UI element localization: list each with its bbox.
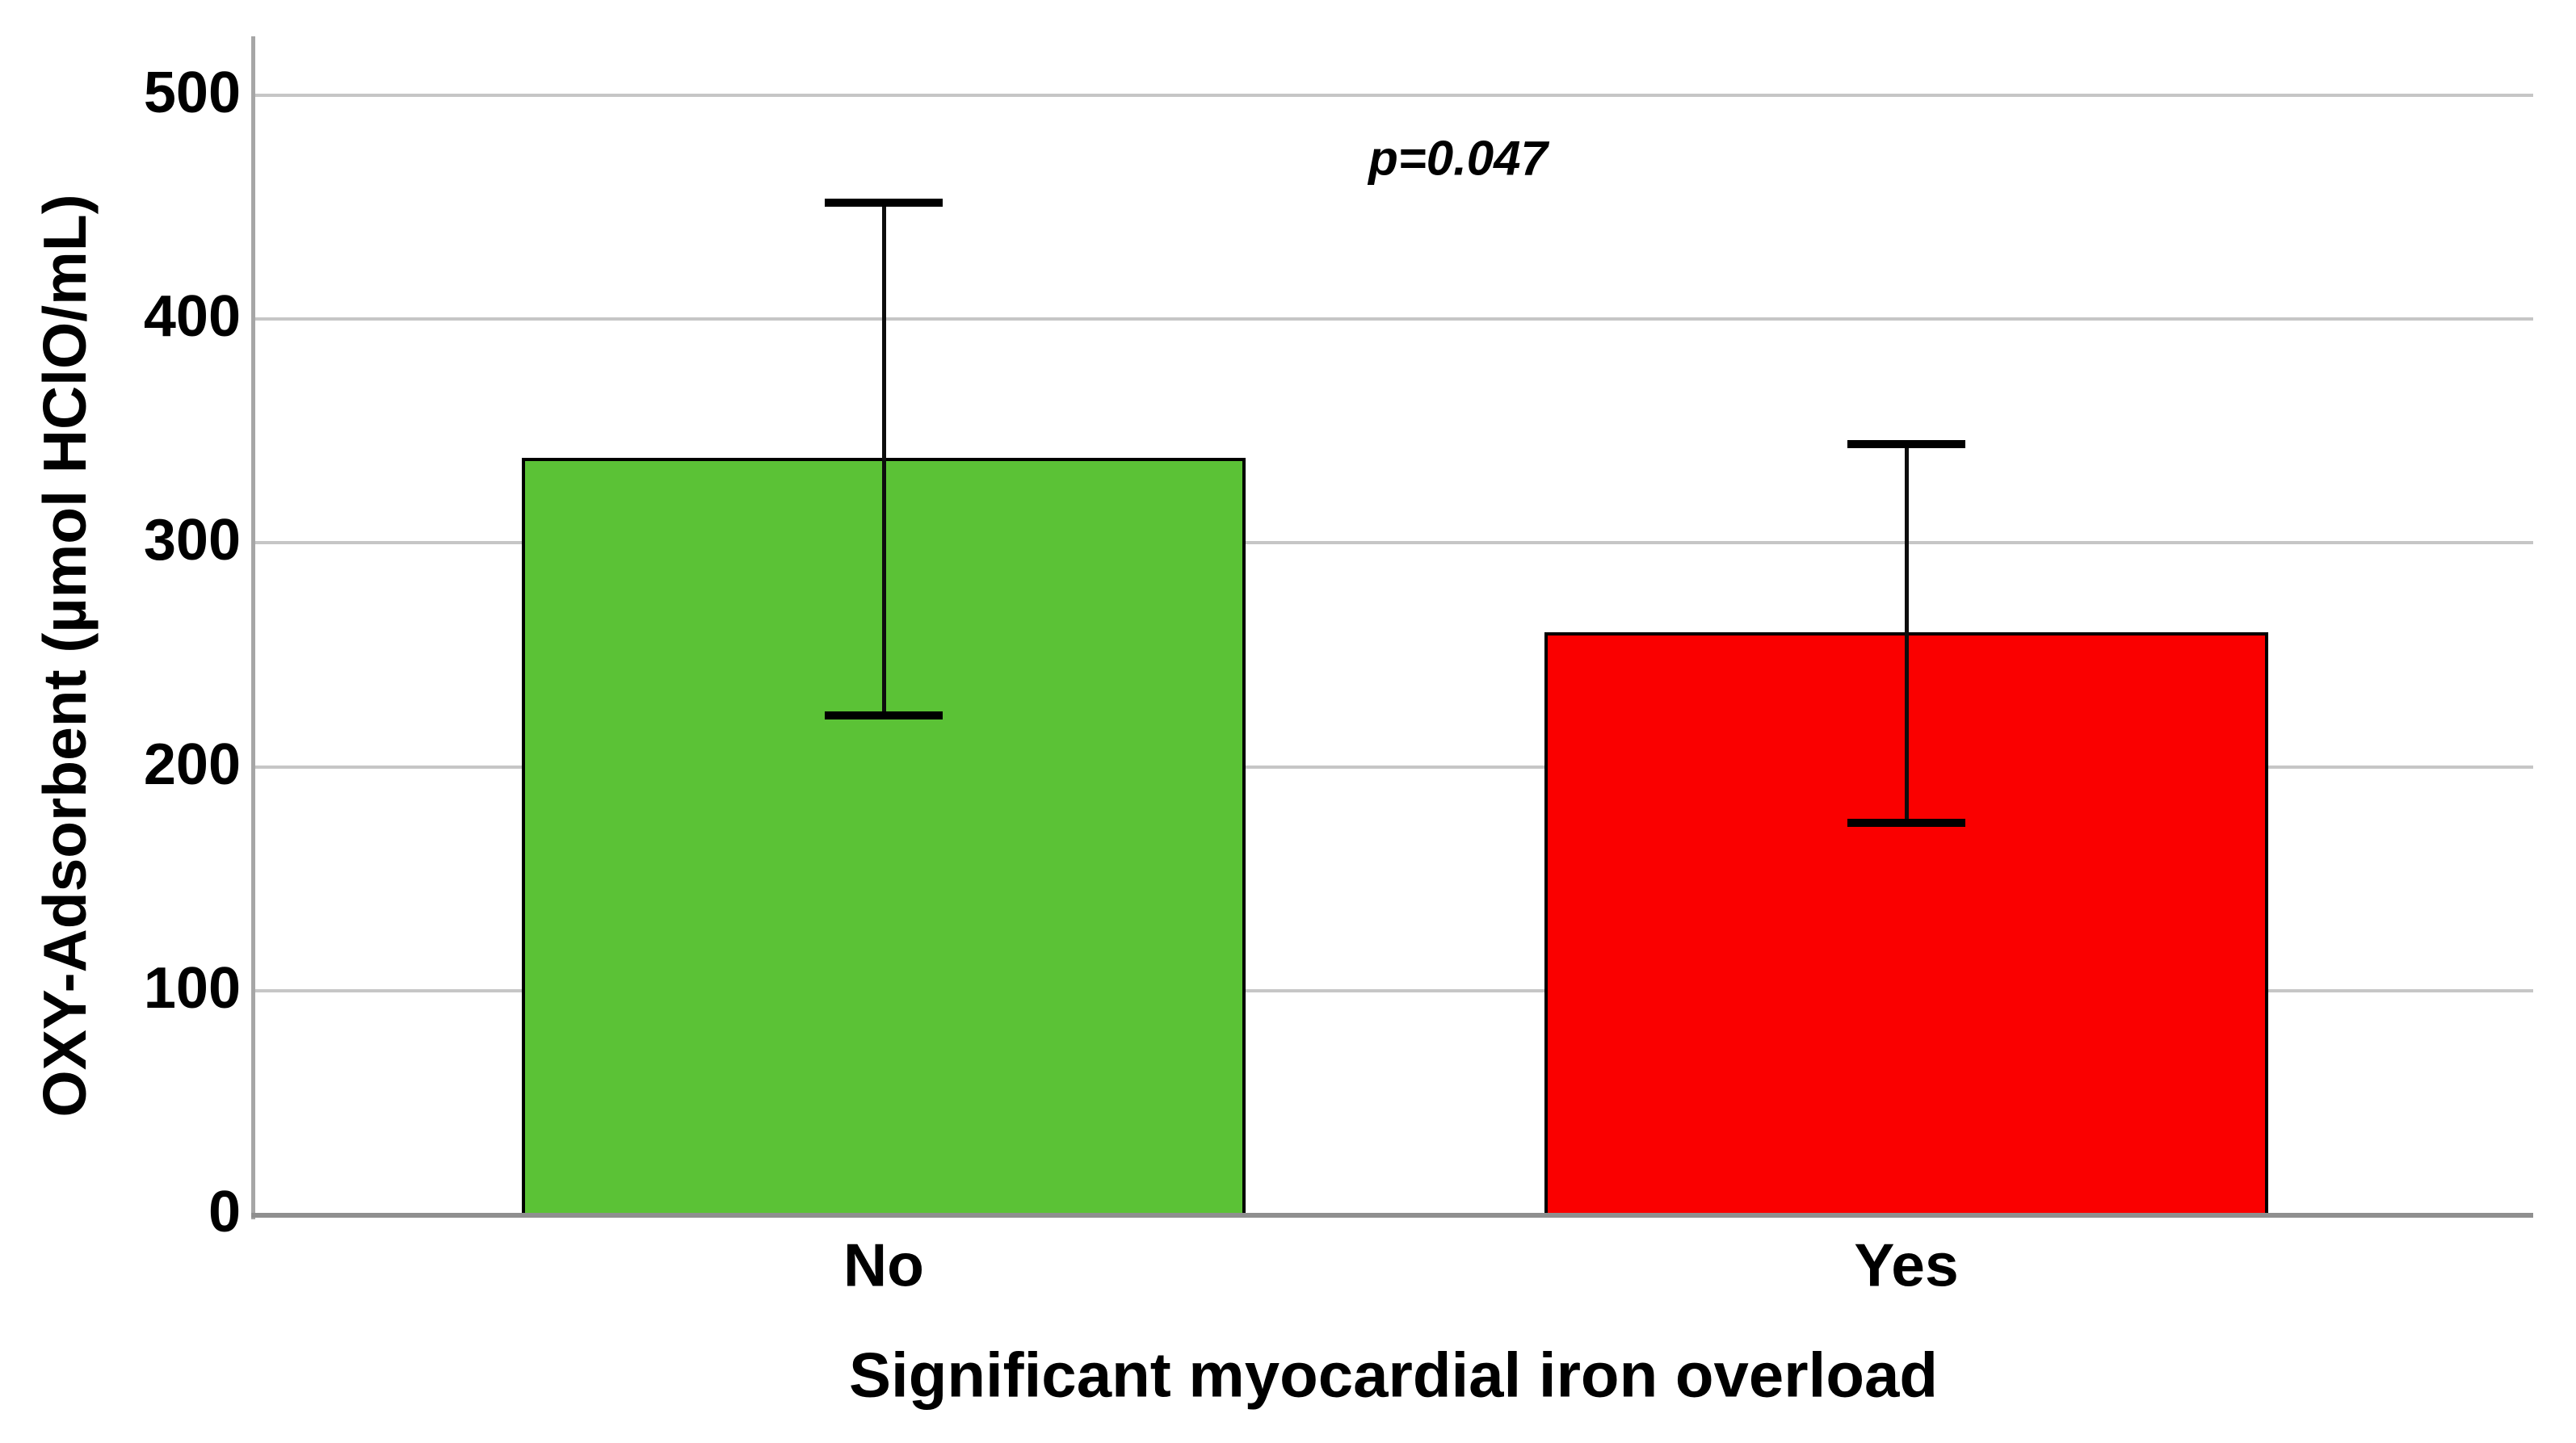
y-axis-title: OXY-Adsorbent (µmol HClO/mL) (31, 194, 99, 1118)
x-axis-line (251, 1213, 2533, 1218)
p-value-annotation: p=0.047 (1368, 131, 1548, 186)
error-bar-cap (825, 199, 943, 208)
y-tick-label: 100 (143, 955, 241, 1021)
y-tick-label: 500 (143, 61, 241, 126)
y-gridline (255, 765, 2533, 769)
y-tick-label: 300 (143, 508, 241, 573)
y-axis-line (251, 36, 255, 1219)
error-bar-cap (825, 711, 943, 719)
y-tick-label: 0 (208, 1180, 241, 1245)
x-axis-title: Significant myocardial iron overload (849, 1339, 1938, 1411)
y-tick-label: 200 (143, 732, 241, 797)
y-gridline (255, 317, 2533, 321)
y-gridline (255, 541, 2533, 545)
error-bar-shaft (1904, 444, 1909, 823)
y-tick-label: 400 (143, 284, 241, 350)
error-bar-cap (1847, 818, 1965, 827)
error-bar-shaft (881, 203, 886, 715)
y-gridline (255, 94, 2533, 97)
error-bar-cap (1847, 440, 1965, 449)
x-category-label-no: No (843, 1231, 924, 1299)
x-category-label-yes: Yes (1854, 1231, 1959, 1299)
y-gridline (255, 988, 2533, 992)
